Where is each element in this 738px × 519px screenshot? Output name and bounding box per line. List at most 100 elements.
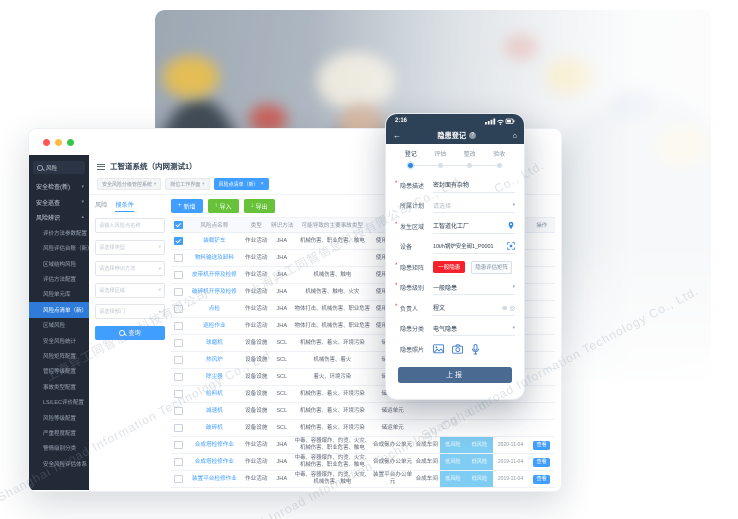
add-camera-icon[interactable] (452, 344, 464, 354)
export-button[interactable]: ↓ 导出 (243, 199, 275, 213)
maximize-window-button[interactable] (67, 138, 74, 146)
row-checkbox[interactable] (174, 474, 183, 484)
risk-point-link[interactable]: 皮带机开停及检修 (186, 266, 243, 284)
sidebar-item[interactable]: 安全巡查 ▾ (29, 194, 89, 209)
back-icon[interactable]: ← (393, 131, 401, 140)
sidebar-item[interactable]: 风险单元库 (29, 287, 89, 302)
row-checkbox[interactable] (174, 236, 183, 246)
risk-point-link[interactable]: 除尘器 (186, 368, 243, 386)
risk-point-link[interactable]: 合成塔检修作业 (186, 436, 243, 454)
import-button[interactable]: ↑ 导入 (207, 199, 239, 213)
sidebar-item[interactable]: 区域结构风险 (29, 256, 89, 271)
clear-icon[interactable]: ⊗ (501, 304, 508, 312)
cell-method: JHA (270, 249, 294, 267)
row-checkbox[interactable] (174, 338, 183, 348)
owner-input[interactable]: 程文 ⊗ ◎ (433, 301, 515, 316)
filter-field[interactable]: 请选择类型 ▾ (95, 239, 165, 255)
plan-select[interactable]: 请选择 ▾ (433, 198, 515, 214)
hazard-level-select[interactable]: 一般隐患 ▾ (433, 280, 515, 296)
risk-point-link[interactable]: 物料输送及卸料 (186, 249, 243, 267)
risk-point-link[interactable]: 装载铲车 (186, 232, 243, 250)
risk-point-link[interactable]: 破碎机 (186, 419, 243, 437)
filter-field[interactable]: 请选择辨识方法 ▾ (95, 261, 165, 276)
view-button[interactable]: 查看 (532, 440, 551, 450)
help-icon[interactable]: ? (469, 132, 477, 139)
minimize-window-button[interactable] (55, 138, 62, 146)
step-label[interactable]: 验收 (493, 152, 506, 158)
location-pin-icon[interactable] (507, 221, 515, 230)
risk-point-link[interactable]: 给料机 (186, 385, 243, 403)
risk-point-link[interactable]: 巡检作业 (186, 317, 243, 335)
row-checkbox[interactable] (174, 389, 183, 399)
sidebar-item[interactable]: 风险等级配置 (29, 410, 89, 425)
submit-report-button[interactable]: 上报 (398, 366, 512, 383)
add-button[interactable]: + 新增 (171, 199, 203, 213)
query-button[interactable]: 查询 (95, 325, 165, 340)
sidebar-item-label: 管控等级配置 (43, 369, 77, 376)
filter-tab[interactable]: 风险 (95, 202, 108, 209)
close-window-button[interactable] (43, 138, 50, 146)
step-label[interactable]: 整改 (463, 152, 476, 158)
sidebar-item[interactable]: 区域风险 (29, 318, 89, 333)
step-label[interactable]: 评估 (434, 152, 447, 158)
matrix-eval-chip[interactable]: 隐患评估矩阵 (471, 260, 512, 274)
device-picker[interactable]: 10t/h锅炉安全阀1_P0001 (433, 239, 515, 255)
row-checkbox[interactable] (174, 406, 183, 416)
sidebar-search-input[interactable]: 风险 (33, 161, 85, 174)
filter-field[interactable]: 请输入风险点名称 ▾ (95, 218, 165, 233)
general-hazard-tag[interactable]: 一般隐患 (433, 261, 466, 274)
filter-tab[interactable]: 搜条件 (115, 200, 134, 212)
close-icon[interactable]: × (260, 181, 264, 187)
hazard-description-input[interactable]: 密封面有杂物 (433, 178, 515, 193)
sidebar-item[interactable]: 安全风险统计 (29, 333, 89, 348)
sidebar-item[interactable]: 风险评估台账（新） (29, 241, 89, 256)
risk-point-link[interactable]: 装置平台检修作业 (186, 470, 243, 488)
sidebar-item[interactable]: 管控等级配置 (29, 364, 89, 379)
step-label[interactable]: 登记 (404, 152, 417, 158)
sidebar-item[interactable]: 安全风险评估体系 (29, 456, 89, 471)
route-tab[interactable]: 风险点清单（新） × (213, 178, 269, 190)
sidebar-item[interactable]: 评估方法配置 (29, 271, 89, 286)
row-checkbox[interactable] (174, 304, 183, 314)
risk-point-link[interactable]: 热风炉 (186, 351, 243, 369)
row-checkbox[interactable] (174, 270, 183, 280)
row-checkbox[interactable] (174, 253, 183, 263)
sidebar-item[interactable]: 严重程度配置 (29, 425, 89, 440)
hamburger-menu-icon[interactable] (97, 163, 105, 170)
sidebar-item[interactable]: 评价方法参数配置 (29, 225, 89, 240)
scan-icon[interactable] (507, 242, 515, 250)
row-checkbox[interactable] (174, 457, 183, 467)
sidebar-item[interactable]: 风险点清单（新） (29, 302, 89, 318)
route-tab[interactable]: 岗位工作界面 ▾ (165, 178, 210, 190)
route-tab[interactable]: 安全风险分级管控系统 ▾ (97, 178, 162, 190)
add-voice-icon[interactable] (471, 343, 480, 355)
risk-point-link[interactable]: 点检 (186, 300, 243, 318)
sidebar-item[interactable]: 风险矩阵配置 (29, 348, 89, 363)
row-checkbox[interactable] (174, 372, 183, 382)
risk-point-link[interactable]: 球磨机 (186, 334, 243, 352)
home-icon[interactable]: ⌂ (512, 131, 517, 140)
row-checkbox[interactable] (174, 423, 183, 433)
add-image-icon[interactable] (433, 344, 445, 354)
filter-field[interactable]: 请选择区域 ▾ (95, 282, 165, 298)
risk-point-link[interactable]: 合成塔检修作业 (186, 453, 243, 471)
sidebar-item[interactable]: 事故类型配置 (29, 379, 89, 394)
select-all-checkbox[interactable] (174, 220, 183, 230)
sidebar-item[interactable]: 安全检查(新) ▾ (29, 179, 89, 194)
filter-field[interactable]: 请选择部门 ▾ (95, 304, 165, 319)
risk-point-link[interactable]: 破碎机开停及检修 (186, 283, 243, 301)
sidebar-item[interactable]: 警情级别分类 (29, 441, 89, 456)
view-button[interactable]: 查看 (532, 474, 551, 484)
status-time: 2:16 (395, 117, 408, 124)
row-checkbox[interactable] (174, 355, 183, 365)
contact-picker-icon[interactable]: ◎ (509, 304, 515, 312)
row-checkbox[interactable] (174, 321, 183, 331)
view-button[interactable]: 查看 (532, 457, 551, 467)
sidebar-item[interactable]: 风险辨识 ▴ (29, 210, 89, 225)
category-select[interactable]: 电气隐患 ▾ (433, 321, 515, 337)
region-picker[interactable]: 工智道化工厂 (433, 219, 515, 234)
row-checkbox[interactable] (174, 440, 183, 450)
risk-point-link[interactable]: 减速机 (186, 402, 243, 420)
row-checkbox[interactable] (174, 287, 183, 297)
sidebar-item[interactable]: LS/LEC评价配置 (29, 394, 89, 409)
